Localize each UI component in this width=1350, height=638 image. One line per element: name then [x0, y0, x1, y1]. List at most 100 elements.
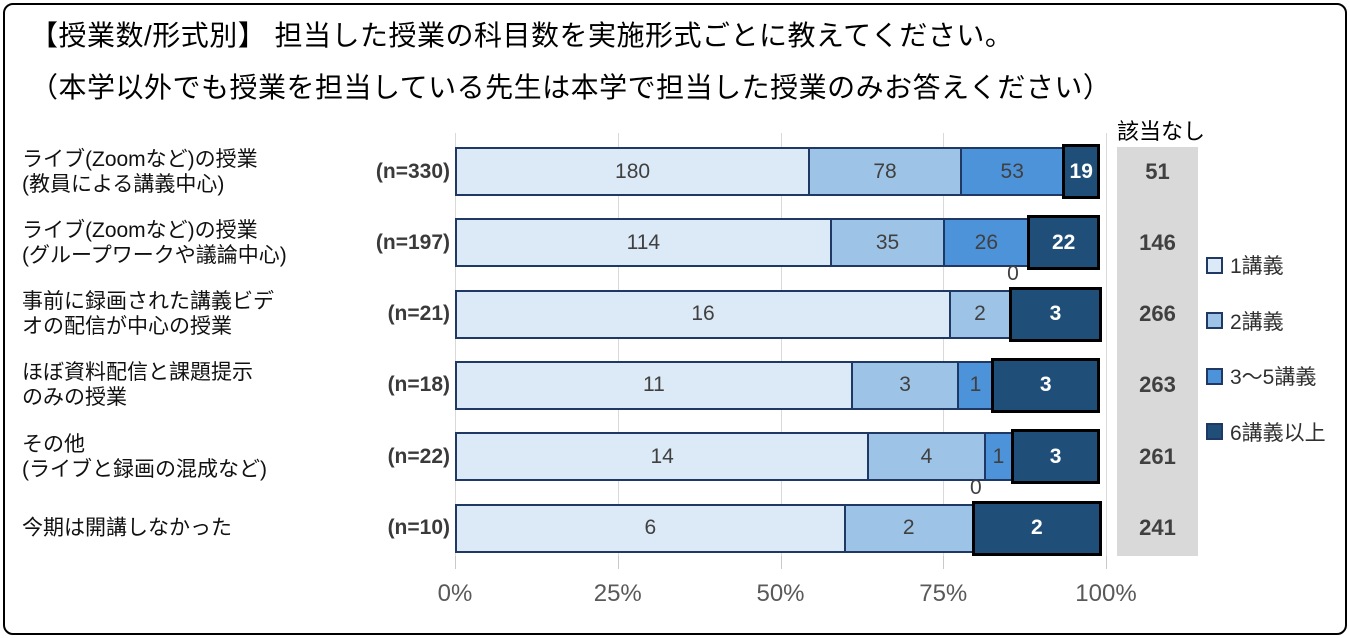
- sample-size-label: (n=21): [387, 302, 450, 326]
- na-value: 241: [1139, 515, 1176, 540]
- gridline: [1106, 133, 1107, 556]
- axis-tick: [455, 556, 456, 569]
- legend-label: 3〜5講義: [1230, 366, 1317, 389]
- chart-title-line-2: （本学以外でも授業を担当している先生は本学で担当した授業のみお答えください）: [30, 72, 1112, 103]
- sample-size-label: (n=330): [375, 159, 450, 183]
- category-label-line: 今期は開講しなかった: [22, 516, 232, 540]
- na-value: 261: [1139, 443, 1176, 469]
- legend-label: 1講義: [1230, 255, 1284, 278]
- category-label-line: ライブ(Zoomなど)の授業: [22, 218, 258, 242]
- category-label-line: ほぼ資料配信と課題提示: [22, 361, 253, 385]
- category-label-line: その他: [22, 432, 85, 456]
- category-label: 事前に録画された講義ビデ オの配信が中心の授業: [22, 289, 357, 339]
- category-label-line: (教員による講義中心): [22, 172, 225, 196]
- stacked-bar: 114 35 26 22: [455, 215, 1106, 271]
- zero-value-label: 0: [969, 475, 982, 499]
- segment-value: 2: [902, 516, 915, 539]
- legend-swatch: [1206, 312, 1223, 329]
- segment-value: 22: [1051, 230, 1076, 254]
- segment-value: 180: [615, 159, 651, 183]
- segment-value: 2: [1031, 516, 1043, 539]
- bar-segment-1講義: 16: [455, 289, 951, 339]
- x-axis-tick-label: 75%: [919, 580, 968, 607]
- segment-value: 2: [974, 302, 986, 326]
- legend-item: 2講義: [1206, 306, 1284, 336]
- na-column-header: 該当なし: [1117, 119, 1206, 144]
- stacked-bar: 14 4 1 3: [455, 429, 1106, 485]
- axis-tick: [943, 556, 945, 569]
- legend-label: 2講義: [1230, 310, 1284, 334]
- gridline: [780, 133, 782, 556]
- segment-value: 11: [643, 373, 665, 397]
- segment-value: 16: [691, 302, 715, 326]
- category-label-line: 事前に録画された講義ビデ: [22, 290, 274, 314]
- segment-value: 53: [1000, 159, 1024, 183]
- segment-value: 19: [1069, 159, 1093, 183]
- segment-value: 1: [992, 444, 1005, 468]
- bar-segment-6講義以上: 22: [1027, 215, 1100, 271]
- segment-value: 3: [899, 373, 911, 397]
- stacked-bar: 16 2 3: [455, 286, 1106, 342]
- bar-segment-2講義: 35: [829, 218, 946, 268]
- bar-segment-6講義以上: 3: [1009, 286, 1102, 342]
- legend-item: 1講義: [1206, 250, 1284, 280]
- category-label: 今期は開講しなかった: [22, 516, 357, 541]
- segment-value: 14: [650, 444, 674, 468]
- legend-swatch: [1206, 256, 1223, 274]
- gridline: [943, 133, 945, 556]
- x-axis-tick-label: 50%: [756, 580, 805, 607]
- bar-segment-2講義: 4: [867, 432, 986, 482]
- bar-segment-1講義: 11: [455, 360, 853, 410]
- bar-segment-1講義: 14: [455, 432, 870, 482]
- bar-segment-6講義以上: 19: [1062, 144, 1100, 199]
- bar-segment-2講義: 2: [843, 503, 974, 553]
- segment-value: 1: [969, 373, 982, 397]
- legend-item: 6講義以上: [1206, 417, 1326, 447]
- category-label: ライブ(Zoomなど)の授業 (グループワークや議論中心): [22, 218, 357, 268]
- segment-value: 78: [873, 159, 897, 183]
- na-value: 263: [1139, 372, 1176, 398]
- x-axis-tick-label: 25%: [593, 580, 642, 607]
- legend-label: 6講義以上: [1230, 421, 1326, 445]
- segment-value: 26: [974, 230, 998, 254]
- axis-tick: [617, 556, 619, 569]
- x-axis-tick-label: 0%: [437, 580, 473, 607]
- segment-value: 6: [644, 516, 657, 539]
- bar-segment-3〜5講義: 1: [957, 360, 994, 410]
- segment-value: 35: [875, 230, 900, 254]
- stacked-bar: 180 78 53 19: [455, 144, 1106, 199]
- legend-swatch: [1206, 423, 1223, 440]
- category-label: その他 (ライブと録画の混成など): [22, 432, 357, 482]
- segment-value: 3: [1049, 444, 1062, 468]
- category-label: ほぼ資料配信と課題提示 のみの授業: [22, 360, 357, 410]
- segment-value: 114: [626, 230, 661, 254]
- category-label-line: ライブ(Zoomなど)の授業: [22, 147, 258, 171]
- bar-segment-1講義: 114: [455, 218, 832, 268]
- gridline: [455, 133, 456, 556]
- segment-value: 4: [920, 444, 933, 468]
- segment-value: 3: [1049, 302, 1062, 326]
- bar-segment-3〜5講義: 1: [983, 432, 1014, 482]
- bar-segment-3〜5講義: 26: [943, 218, 1030, 268]
- legend-item: 3〜5講義: [1206, 361, 1316, 391]
- bar-segment-3〜5講義: 53: [959, 147, 1065, 196]
- bar-segment-2講義: 2: [949, 289, 1011, 339]
- bar-segment-2講義: 78: [808, 147, 962, 196]
- category-label-line: オの配信が中心の授業: [22, 315, 232, 339]
- category-label-line: (ライブと録画の混成など): [22, 457, 267, 481]
- segment-value: 3: [1039, 373, 1052, 397]
- sample-size-label: (n=18): [387, 373, 450, 397]
- bar-segment-6講義以上: 2: [971, 500, 1102, 556]
- chart-title-line-1: 【授業数/形式別】 担当した授業の科目数を実施形式ごとに教えてください。: [30, 20, 1014, 51]
- bar-segment-1講義: 6: [455, 503, 846, 553]
- stacked-bar: 11 3 1 3: [455, 357, 1106, 413]
- na-value: 51: [1145, 158, 1170, 184]
- stacked-bar: 6 2 2: [455, 500, 1106, 556]
- bar-segment-6講義以上: 3: [1011, 429, 1100, 485]
- category-label: ライブ(Zoomなど)の授業 (教員による講義中心): [22, 147, 357, 197]
- na-value: 266: [1139, 301, 1176, 327]
- na-column: [1117, 147, 1198, 556]
- sample-size-label: (n=10): [387, 516, 450, 539]
- bar-segment-6講義以上: 3: [991, 357, 1100, 413]
